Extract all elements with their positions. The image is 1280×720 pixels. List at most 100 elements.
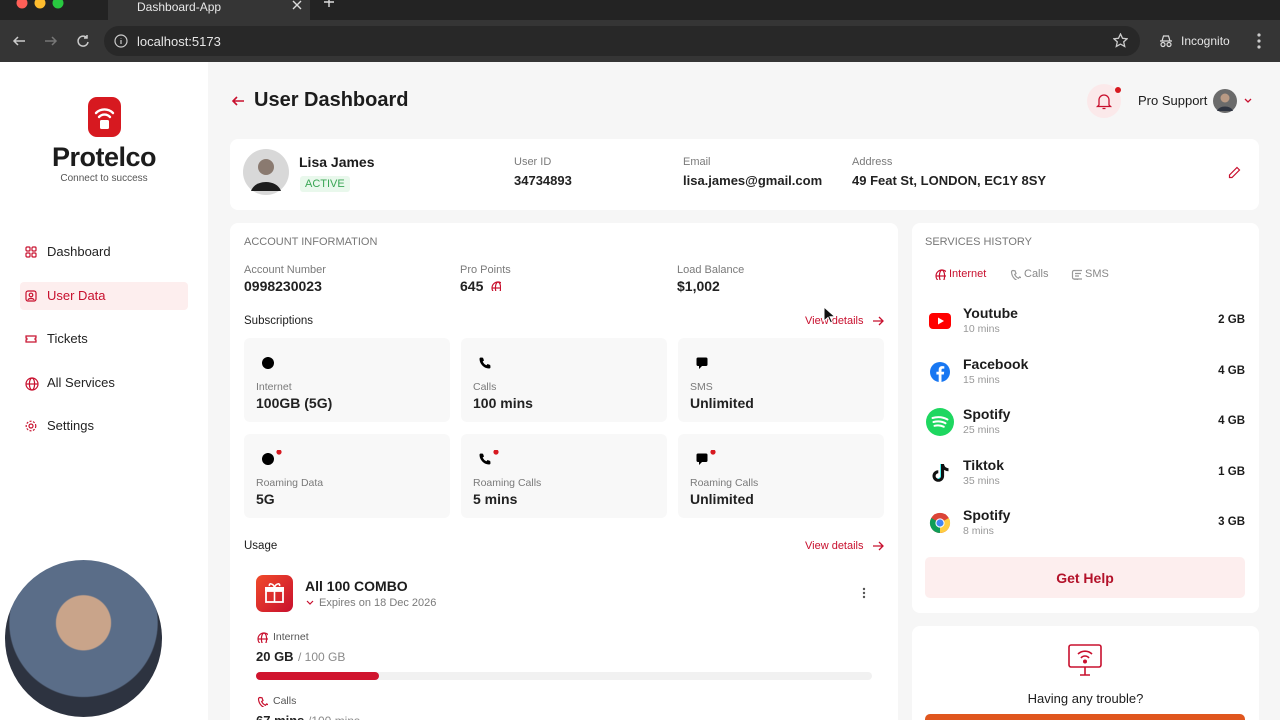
tab-close[interactable] [292, 0, 302, 10]
nav-icon [25, 246, 37, 258]
meter-track [256, 672, 872, 680]
link-arrow[interactable] [872, 541, 884, 551]
nav-buttons[interactable] [12, 34, 92, 48]
view-details-link[interactable]: View details [805, 540, 864, 552]
expiry-chevron [306, 600, 314, 606]
stat-value: 645 [460, 278, 484, 294]
tile-value: 5G [256, 491, 275, 507]
icon-shape [932, 463, 949, 482]
get-help-button[interactable]: Get Help [925, 557, 1245, 598]
plan-menu[interactable] [862, 587, 866, 599]
icon-shape [699, 456, 705, 465]
tile-icon [260, 450, 282, 468]
icon-shape [231, 96, 244, 106]
icon-shape [1071, 269, 1082, 280]
menu-dots[interactable] [1257, 33, 1261, 49]
user-menu-name[interactable]: Pro Support [1138, 93, 1208, 108]
icon-shape [1082, 659, 1087, 664]
service-duration: 15 mins [963, 373, 1000, 386]
icon-shape [1166, 41, 1172, 48]
icon-shape [936, 519, 944, 527]
service-icon [928, 461, 952, 485]
new-tab[interactable] [323, 0, 335, 8]
tab-title: Dashboard-App [137, 0, 222, 14]
tile-label: Roaming Calls [473, 477, 542, 489]
icon-shape [260, 632, 268, 643]
nav-item[interactable]: Settings [20, 412, 188, 440]
service-icon [928, 360, 952, 384]
toolbar: localhost:5173 Incognito [0, 20, 1280, 62]
icon-shape [256, 575, 293, 612]
icon-shape [1257, 33, 1261, 37]
profile-label[interactable]: Incognito [1181, 34, 1230, 48]
mouse-cursor [823, 306, 835, 324]
icon-shape [292, 0, 302, 10]
meter-label: Calls [273, 695, 297, 707]
nav-item[interactable]: Tickets [20, 325, 188, 353]
incognito-icon [1159, 34, 1173, 48]
meter-used: 67 mins [256, 713, 304, 720]
field-label: Email [683, 156, 711, 168]
support-text: Having any trouble? [1027, 691, 1144, 706]
tab-icon [1010, 269, 1021, 280]
tile-value: 100 mins [473, 395, 533, 411]
icon-shape [1228, 166, 1241, 179]
icon-shape [479, 357, 491, 369]
back-button[interactable] [231, 94, 245, 108]
service-name: Tiktok [963, 456, 1004, 473]
icon-shape [1068, 644, 1102, 676]
info-icon [114, 34, 128, 48]
icon-shape [306, 600, 314, 605]
plan-expiry: Expires on 18 Dec 2026 [319, 597, 437, 609]
icon-shape [696, 357, 708, 369]
icon-shape [25, 252, 31, 258]
service-row: Youtube 10 mins 2 GB [912, 301, 1259, 341]
nav-label: User Data [47, 287, 106, 303]
icon-shape [265, 453, 271, 465]
tile-value: Unlimited [690, 491, 754, 507]
subsection-title: Subscriptions [244, 315, 314, 327]
icon-shape [25, 289, 37, 302]
profile-avatar [243, 149, 289, 195]
tab-icon [935, 269, 946, 280]
icon-shape [873, 316, 884, 326]
icon-shape [77, 35, 89, 47]
nav-item[interactable]: All Services [20, 369, 188, 397]
address-bar[interactable]: localhost:5173 [104, 26, 1140, 56]
icon-shape [324, 0, 334, 7]
icon-shape [479, 450, 499, 465]
service-row: Spotify 25 mins 4 GB [912, 402, 1259, 442]
edit-button[interactable] [1228, 166, 1241, 179]
points-icon [491, 281, 501, 291]
icon-shape [12, 35, 89, 47]
nav-item[interactable]: User Data [20, 281, 188, 310]
view-details-link[interactable]: View details [805, 315, 864, 327]
browser-tab[interactable]: Dashboard-App [108, 0, 310, 20]
nav-label: Dashboard [47, 244, 111, 259]
link-arrow[interactable] [872, 316, 884, 326]
bookmark-star[interactable] [1113, 33, 1128, 48]
icon-shape [926, 408, 954, 436]
icon-shape [1244, 98, 1252, 103]
tile-icon [694, 450, 716, 468]
service-usage: 4 GB [1218, 415, 1245, 427]
notification-bell[interactable] [1087, 84, 1123, 118]
meter-fill [256, 672, 380, 680]
service-usage: 3 GB [1218, 516, 1245, 528]
service-usage: 2 GB [1218, 314, 1245, 326]
icon-shape [696, 357, 708, 369]
support-button[interactable] [925, 714, 1245, 720]
icon-shape [1010, 269, 1021, 280]
icon-shape [114, 34, 128, 48]
icon-shape [823, 306, 835, 324]
support-icon [1067, 642, 1103, 678]
icon-shape [25, 335, 37, 343]
user-avatar[interactable] [1213, 89, 1255, 113]
browser-chrome: Dashboard-App localhost:5173 Incognito [0, 0, 1280, 62]
icon-shape [231, 96, 244, 106]
icon-shape [324, 0, 334, 7]
nav-item[interactable]: Dashboard [20, 238, 188, 266]
subscription-tile: Roaming Calls Unlimited [678, 434, 884, 518]
icon-shape [479, 453, 491, 465]
plan-name: All 100 COMBO [305, 578, 408, 594]
